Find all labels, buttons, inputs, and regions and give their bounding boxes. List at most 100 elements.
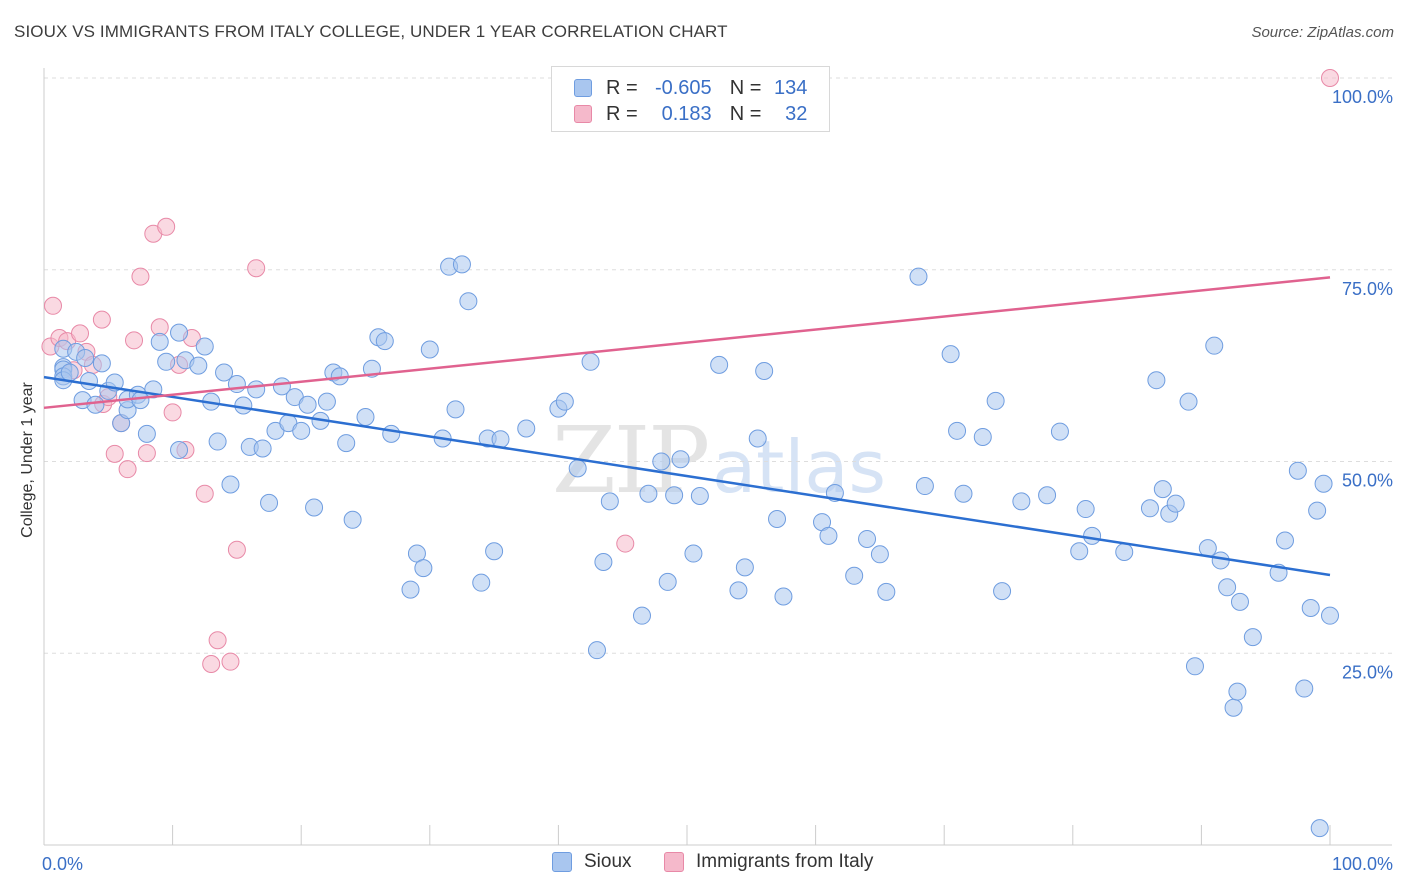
sioux-point [1301, 598, 1320, 617]
sioux-point [915, 477, 934, 496]
italy-point [202, 654, 221, 673]
italy-point [221, 652, 240, 671]
sioux-point [305, 498, 324, 517]
sioux-point [941, 345, 960, 364]
sioux-point [485, 542, 504, 561]
sioux-point [1275, 531, 1294, 550]
legend-swatch-sioux [574, 79, 592, 97]
sioux-point [748, 429, 767, 448]
legend-row-italy: R = 0.183 N = 32 [574, 102, 807, 126]
italy-point [208, 631, 227, 650]
bottom-legend-swatch-sioux [552, 852, 572, 872]
sioux-point [150, 332, 169, 351]
x-tick-label: 100.0% [1332, 854, 1393, 874]
y-axis-label: College, Under 1 year [19, 382, 36, 538]
sioux-point [157, 352, 176, 371]
sioux-point [1218, 578, 1237, 597]
sioux-point [555, 392, 574, 411]
sioux-point [1012, 492, 1031, 511]
sioux-point [215, 363, 234, 382]
y-tick-label: 50.0% [1342, 471, 1393, 491]
sioux-point [1224, 698, 1243, 717]
sioux-point [234, 396, 253, 415]
sioux-point [221, 475, 240, 494]
sioux-point [1179, 392, 1198, 411]
sioux-point [189, 356, 208, 375]
sioux-point [684, 544, 703, 563]
sioux-point [170, 440, 189, 459]
legend-r-value: 0.183 [661, 102, 712, 125]
sioux-point [973, 427, 992, 446]
legend-r-value: -0.605 [654, 76, 712, 99]
sioux-point [1308, 501, 1327, 520]
sioux-point [298, 395, 317, 414]
sioux-point [909, 267, 928, 286]
bottom-legend-swatch-italy [664, 852, 684, 872]
sioux-point [581, 352, 600, 371]
legend-n-value: 32 [785, 102, 808, 125]
sioux-point [317, 392, 336, 411]
sioux-point [877, 582, 896, 601]
sioux-point [845, 566, 864, 585]
sioux-point [993, 582, 1012, 601]
italy-point [137, 444, 156, 463]
legend-n-value: 134 [774, 76, 808, 99]
sioux-point [60, 363, 79, 382]
sioux-point [1228, 682, 1247, 701]
sioux-point [80, 371, 99, 390]
sioux-point [1166, 494, 1185, 513]
sioux-point [768, 510, 787, 529]
sioux-point [690, 487, 709, 506]
italy-point [1321, 69, 1339, 87]
x-tick-label: 0.0% [42, 854, 83, 874]
chart-title: SIOUX VS IMMIGRANTS FROM ITALY COLLEGE, … [14, 22, 728, 41]
sioux-point [195, 337, 214, 356]
sioux-point [260, 493, 279, 512]
sioux-point [343, 510, 362, 529]
sioux-point [76, 348, 95, 367]
italy-point [131, 267, 150, 286]
sioux-point [1295, 679, 1314, 698]
sioux-point [671, 450, 690, 469]
italy-point [125, 331, 144, 350]
sioux-point [600, 492, 619, 511]
legend-n-label: N = [729, 102, 762, 125]
sioux-point [337, 434, 356, 453]
sioux-point [658, 572, 677, 591]
sioux-point [1115, 543, 1134, 562]
sioux-point [954, 484, 973, 503]
sioux-point [86, 395, 105, 414]
italy-trend-line [43, 276, 1331, 410]
italy-point [44, 296, 63, 315]
sioux-point [639, 484, 658, 503]
sioux-point [208, 432, 227, 451]
sioux-point [735, 558, 754, 577]
sioux-point [587, 641, 606, 660]
sioux-point [1243, 628, 1262, 647]
axes [43, 68, 1392, 846]
sioux-point [1314, 474, 1333, 493]
sioux-point [774, 587, 793, 606]
sioux-point [414, 559, 433, 578]
italy-point [227, 540, 246, 559]
tick-labels: 25.0% 50.0% 75.0% 100.0% 0.0% 100.0% [42, 87, 1393, 874]
sioux-point [253, 439, 272, 458]
sioux-trend-line [43, 375, 1331, 577]
sioux-point [1211, 551, 1230, 570]
legend-r-label: R = [606, 102, 638, 125]
sioux-point [92, 354, 111, 373]
sioux-point [858, 529, 877, 548]
sioux-point [446, 400, 465, 419]
legend-r-label: R = [606, 76, 638, 99]
sioux-point [1205, 336, 1224, 355]
italy-point [71, 324, 90, 343]
source-label: Source: ZipAtlas.com [1251, 24, 1394, 41]
sioux-point [459, 292, 478, 311]
sioux-point [375, 332, 394, 351]
sioux-point [472, 573, 491, 592]
y-tick-label: 100.0% [1332, 87, 1393, 107]
sioux-point [1321, 606, 1339, 625]
sioux-point [710, 355, 729, 374]
italy-point [616, 534, 635, 553]
